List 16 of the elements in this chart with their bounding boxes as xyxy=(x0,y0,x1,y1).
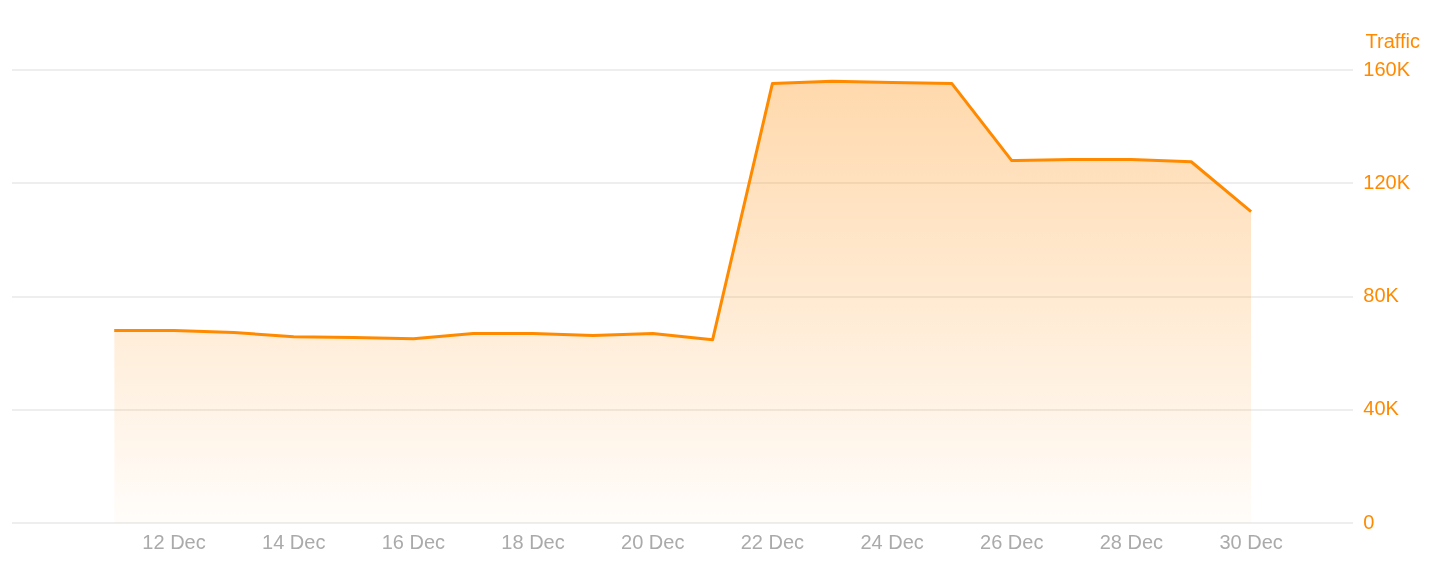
x-tick-label: 28 Dec xyxy=(1099,530,1164,553)
x-tick-label: 30 Dec xyxy=(1219,530,1283,553)
x-tick-label: 16 Dec xyxy=(381,530,446,553)
y-tick-label: 40K xyxy=(1363,397,1400,420)
x-tick-label: 14 Dec xyxy=(262,530,326,553)
x-tick-label: 22 Dec xyxy=(740,530,805,553)
y-tick-label: 80K xyxy=(1363,284,1400,307)
x-tick-label: 24 Dec xyxy=(860,530,924,553)
y-axis-title: Traffic xyxy=(1365,29,1420,52)
x-tick-label: 20 Dec xyxy=(621,530,685,553)
y-tick-label: 160K xyxy=(1363,57,1411,80)
x-tick-label: 12 Dec xyxy=(142,530,206,553)
y-tick-label: 0 xyxy=(1363,510,1375,533)
y-tick-label: 120K xyxy=(1363,170,1411,193)
x-tick-label: 18 Dec xyxy=(501,530,565,553)
x-tick-label: 26 Dec xyxy=(980,530,1044,553)
